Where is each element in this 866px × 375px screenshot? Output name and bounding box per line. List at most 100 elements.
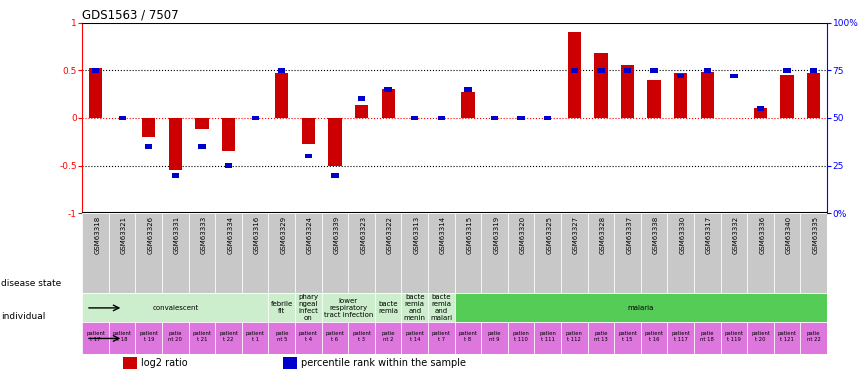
Bar — [455, 322, 481, 354]
Text: patient
t 4: patient t 4 — [299, 332, 318, 342]
Bar — [222, 118, 236, 151]
Bar — [624, 68, 631, 73]
Bar — [648, 80, 661, 118]
Bar — [568, 32, 581, 118]
Text: patie
nt 13: patie nt 13 — [594, 332, 608, 342]
Bar — [402, 322, 428, 354]
Bar — [721, 213, 747, 293]
Text: GSM63320: GSM63320 — [520, 216, 526, 254]
Bar — [321, 322, 348, 354]
Bar — [800, 322, 827, 354]
Bar — [196, 118, 209, 129]
Bar — [544, 116, 552, 120]
Text: patient
t 8: patient t 8 — [458, 332, 477, 342]
Bar — [198, 144, 205, 149]
Bar — [385, 87, 391, 92]
Bar — [428, 293, 455, 322]
Bar — [810, 68, 818, 73]
Text: bacte
remia
and
malari: bacte remia and malari — [430, 294, 452, 321]
Bar — [162, 322, 189, 354]
Bar — [89, 68, 102, 118]
Text: patie
nt 20: patie nt 20 — [168, 332, 183, 342]
Bar — [283, 357, 297, 369]
Bar — [571, 68, 578, 73]
Bar — [780, 75, 794, 118]
Text: GSM63315: GSM63315 — [467, 216, 473, 254]
Text: patie
nt 22: patie nt 22 — [807, 332, 821, 342]
Text: patient
t 119: patient t 119 — [725, 332, 743, 342]
Bar — [119, 116, 126, 120]
Bar — [428, 322, 455, 354]
Bar — [491, 116, 498, 120]
Bar — [428, 213, 455, 293]
Text: GSM63327: GSM63327 — [573, 216, 579, 254]
Bar — [561, 322, 588, 354]
Bar — [534, 213, 561, 293]
Bar — [135, 213, 162, 293]
Bar — [135, 322, 162, 354]
Text: GSM63322: GSM63322 — [387, 216, 393, 254]
Bar — [375, 322, 402, 354]
Bar — [668, 322, 694, 354]
Bar — [355, 105, 368, 118]
Bar — [382, 89, 395, 118]
Bar — [402, 213, 428, 293]
Bar — [305, 154, 312, 158]
Bar — [123, 357, 137, 369]
Text: GSM63317: GSM63317 — [706, 216, 712, 254]
Text: disease state: disease state — [1, 279, 61, 288]
Text: patient
t 3: patient t 3 — [352, 332, 371, 342]
Bar — [162, 213, 189, 293]
Bar — [588, 322, 614, 354]
Bar — [747, 213, 774, 293]
Text: GSM63313: GSM63313 — [413, 216, 419, 254]
Text: patient
t 22: patient t 22 — [219, 332, 238, 342]
Bar — [216, 213, 242, 293]
Bar — [641, 322, 668, 354]
Bar — [462, 92, 475, 118]
Bar — [694, 322, 721, 354]
Text: patie
nt 18: patie nt 18 — [701, 332, 714, 342]
Text: GDS1563 / 7507: GDS1563 / 7507 — [82, 8, 179, 21]
Bar — [674, 73, 688, 118]
Bar — [534, 322, 561, 354]
Bar — [82, 293, 268, 322]
Bar — [598, 68, 604, 73]
Bar — [784, 68, 791, 73]
Bar — [747, 322, 774, 354]
Bar — [588, 213, 614, 293]
Text: log2 ratio: log2 ratio — [141, 358, 188, 368]
Bar — [668, 213, 694, 293]
Bar — [169, 118, 182, 170]
Text: bacte
remia: bacte remia — [378, 302, 398, 314]
Bar — [295, 213, 321, 293]
Bar — [82, 213, 109, 293]
Text: GSM63340: GSM63340 — [785, 216, 792, 254]
Bar — [225, 163, 232, 168]
Text: GSM63326: GSM63326 — [147, 216, 153, 254]
Text: GSM63329: GSM63329 — [281, 216, 287, 254]
Bar — [481, 213, 507, 293]
Text: lower
respiratory
tract infection: lower respiratory tract infection — [324, 298, 373, 318]
Text: patient
t 14: patient t 14 — [405, 332, 424, 342]
Text: GSM63338: GSM63338 — [653, 216, 659, 254]
Bar — [295, 293, 321, 322]
Bar — [109, 322, 135, 354]
Text: GSM63314: GSM63314 — [440, 216, 446, 254]
Text: GSM63319: GSM63319 — [494, 216, 499, 254]
Text: patient
t 21: patient t 21 — [192, 332, 211, 342]
Bar — [411, 116, 418, 120]
Text: convalescent: convalescent — [152, 305, 198, 311]
Text: GSM63325: GSM63325 — [546, 216, 553, 254]
Text: malaria: malaria — [628, 305, 654, 311]
Bar — [402, 293, 428, 322]
Bar — [82, 322, 109, 354]
Text: patien
t 111: patien t 111 — [540, 332, 556, 342]
Text: GSM63321: GSM63321 — [121, 216, 126, 254]
Bar — [621, 65, 634, 118]
Bar — [109, 213, 135, 293]
Bar — [754, 108, 767, 118]
Bar — [145, 144, 152, 149]
Text: GSM63332: GSM63332 — [733, 216, 739, 254]
Bar — [321, 213, 348, 293]
